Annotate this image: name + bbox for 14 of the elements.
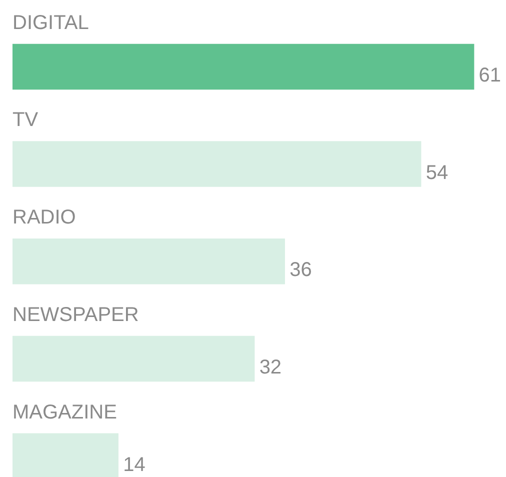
data-label: 32 bbox=[259, 356, 282, 379]
data-label: 61 bbox=[478, 64, 502, 86]
bar bbox=[12, 336, 255, 382]
data-label: 54 bbox=[426, 162, 448, 184]
y-tick-label: MAGAZINE bbox=[12, 401, 117, 424]
y-tick-label: NEWSPAPER bbox=[12, 304, 139, 326]
y-tick-label: RADIO bbox=[12, 206, 76, 229]
bar bbox=[12, 238, 285, 284]
y-tick-label: DIGITAL bbox=[12, 12, 89, 34]
y-tick-label: TV bbox=[12, 109, 39, 132]
bar bbox=[12, 44, 474, 90]
bar bbox=[12, 141, 422, 187]
data-label: 14 bbox=[123, 454, 146, 476]
data-label: 36 bbox=[290, 259, 312, 282]
